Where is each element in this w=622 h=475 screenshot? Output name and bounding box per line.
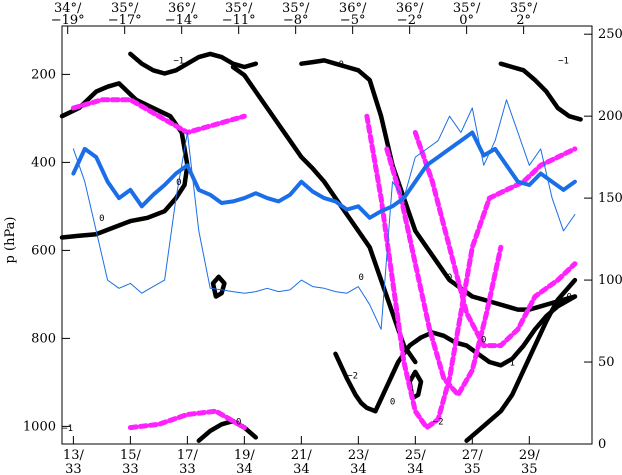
top-tick-label: 35°/0° bbox=[453, 1, 481, 28]
contour-label: −1 bbox=[558, 57, 569, 67]
bottom-tick-label: 17/33 bbox=[177, 448, 199, 475]
left-tick-label: 800 bbox=[31, 331, 56, 346]
series-line-dash-magenta-12 bbox=[127, 408, 247, 431]
left-tick-label: 200 bbox=[31, 67, 56, 82]
top-tick-label: 36°/−5° bbox=[339, 1, 367, 28]
contour-label: 0 bbox=[339, 60, 344, 70]
bottom-tick-label: 25/34 bbox=[405, 448, 427, 475]
contour-label: −1 bbox=[62, 424, 73, 434]
contour-label: 1 bbox=[510, 358, 515, 368]
series-line-dash-magenta-13 bbox=[364, 113, 578, 431]
top-tick-label: 35°/2° bbox=[510, 1, 538, 28]
bottom-tick-label: 15/33 bbox=[120, 448, 142, 475]
right-tick-label: 150 bbox=[598, 191, 622, 206]
top-tick-label: 34°/−19° bbox=[51, 1, 85, 28]
series-line-contour-black-2 bbox=[299, 58, 578, 312]
contour-label: 0 bbox=[236, 417, 241, 427]
bottom-tick-label: 13/33 bbox=[63, 448, 85, 475]
contour-label: −2 bbox=[347, 371, 358, 381]
top-tick-label: 35°/−11° bbox=[222, 1, 256, 28]
series-line-contour-black-4 bbox=[373, 294, 578, 414]
left-tick-label: 1000 bbox=[23, 419, 56, 434]
series-line-thin-blue-16 bbox=[72, 99, 576, 330]
right-tick-label: 250 bbox=[598, 27, 622, 42]
left-tick-label: 400 bbox=[31, 155, 56, 170]
bottom-tick-label: 29/35 bbox=[519, 448, 541, 475]
axis-ticks: 200400600800100005010015020025013/3315/3… bbox=[23, 1, 622, 475]
series-line-contour-black-8 bbox=[464, 277, 578, 443]
series-line-contour-black-9 bbox=[498, 61, 583, 122]
right-tick-label: 50 bbox=[598, 355, 615, 370]
series-line-contour-black-1 bbox=[128, 51, 259, 76]
plot-frame bbox=[61, 25, 593, 445]
contour-label: −2 bbox=[433, 417, 444, 427]
contour-label: 0 bbox=[566, 293, 571, 303]
right-tick-label: 200 bbox=[598, 109, 622, 124]
top-tick-label: 36°/−14° bbox=[165, 1, 199, 28]
contour-label: 0 bbox=[447, 273, 452, 283]
y-axis-title: p (hPa) bbox=[3, 217, 18, 264]
series-line-dash-magenta-14 bbox=[384, 146, 504, 398]
bottom-tick-label: 19/34 bbox=[234, 448, 256, 475]
top-tick-label: 35°/−17° bbox=[108, 1, 142, 28]
bottom-tick-label: 27/35 bbox=[462, 448, 484, 475]
top-tick-label: 36°/−2° bbox=[396, 1, 424, 28]
contour-label: 0 bbox=[481, 335, 486, 345]
right-tick-label: 100 bbox=[598, 273, 622, 288]
contour-label: 0 bbox=[176, 178, 181, 188]
contour-label: 0 bbox=[390, 398, 395, 408]
contour-label: 0 bbox=[99, 214, 104, 224]
top-tick-label: 35°/−8° bbox=[282, 1, 310, 28]
series-line-contour-black-10 bbox=[333, 351, 378, 414]
bottom-tick-label: 23/34 bbox=[348, 448, 370, 475]
right-tick-label: 0 bbox=[598, 437, 606, 452]
series-layer bbox=[59, 51, 583, 443]
contour-labels: 0 −1 0 0 0 −1 0 0 0 0 1 −2 0 −1 −2 bbox=[62, 57, 572, 434]
series-line-dash-magenta-11 bbox=[70, 97, 247, 135]
bottom-tick-label: 21/34 bbox=[291, 448, 313, 475]
contour-label: −1 bbox=[173, 57, 184, 67]
series-line-thick-blue-17 bbox=[71, 130, 577, 220]
left-tick-label: 600 bbox=[31, 243, 56, 258]
contour-label: 0 bbox=[358, 273, 363, 283]
series-line-dash-magenta-15 bbox=[412, 130, 578, 349]
series-line-contour-black-6 bbox=[210, 274, 227, 299]
series-line-contour-black-7 bbox=[196, 418, 259, 443]
series-line-contour-black-3 bbox=[230, 64, 418, 365]
